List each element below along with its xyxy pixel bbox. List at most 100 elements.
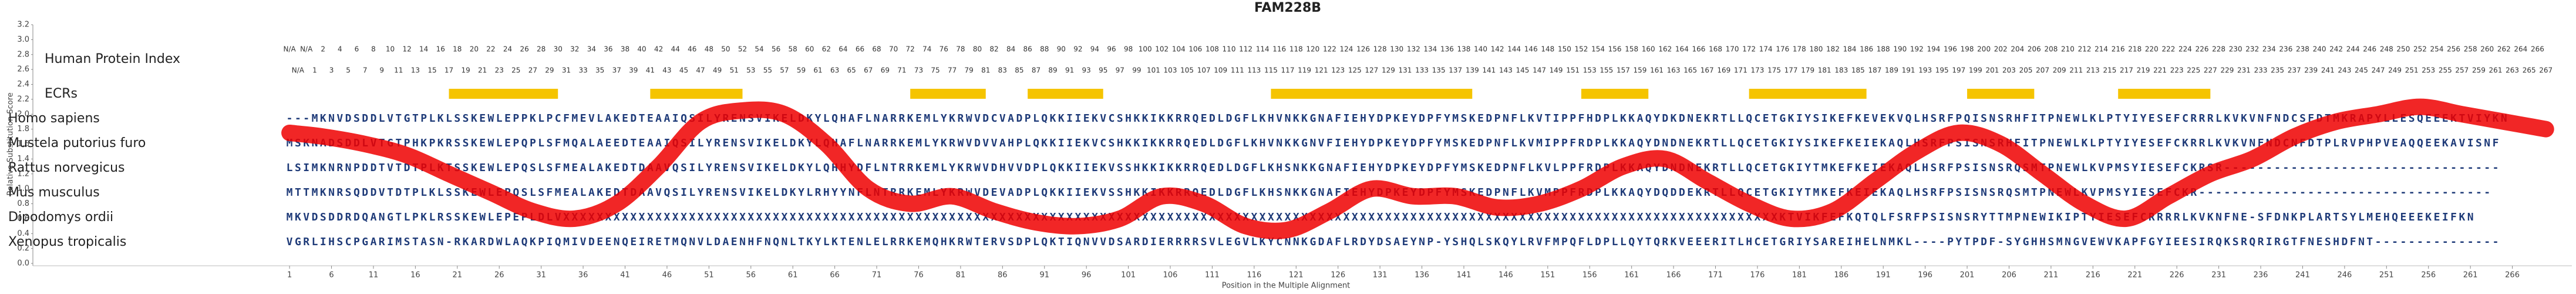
y-tick-label: 1.0 <box>17 185 29 193</box>
index-label: 122 <box>1323 45 1336 54</box>
x-tick-label: 181 <box>1792 271 1807 280</box>
ecr-bar <box>910 89 986 99</box>
y-tick-label: 2.8 <box>17 50 29 59</box>
index-label: 222 <box>2161 45 2175 54</box>
x-tick-label: 86 <box>998 271 1008 280</box>
index-label: 233 <box>2254 66 2268 75</box>
index-label: 160 <box>1642 45 1655 54</box>
y-tick-label: 2.6 <box>17 65 29 74</box>
index-label: 253 <box>2422 66 2435 75</box>
index-label: 138 <box>1457 45 1471 54</box>
index-label: 46 <box>688 45 696 54</box>
index-label: 27 <box>528 66 537 75</box>
sequence: VGRLIHSCPGARIMSTASN-RKARDWLAQKPIQMIVDEEN… <box>287 236 2499 248</box>
index-label: 177 <box>1784 66 1798 75</box>
index-label: 243 <box>2338 66 2351 75</box>
y-tick-label: 1.2 <box>17 169 29 178</box>
index-label: 82 <box>989 45 998 54</box>
index-label: 91 <box>1065 66 1074 75</box>
index-label: 80 <box>973 45 982 54</box>
index-label: 256 <box>2447 45 2460 54</box>
index-label: 13 <box>411 66 420 75</box>
index-label: 245 <box>2355 66 2368 75</box>
index-label: 47 <box>696 66 705 75</box>
index-label: 105 <box>1180 66 1194 75</box>
index-label: 103 <box>1164 66 1177 75</box>
index-label: 15 <box>427 66 436 75</box>
index-label: 76 <box>940 45 948 54</box>
index-label: 58 <box>789 45 797 54</box>
species-label: Rattus norvegicus <box>8 161 125 175</box>
index-label: 231 <box>2237 66 2251 75</box>
index-label: 60 <box>805 45 814 54</box>
index-label: 106 <box>1188 45 1202 54</box>
index-label: 101 <box>1147 66 1160 75</box>
index-label: 158 <box>1625 45 1638 54</box>
index-label: 199 <box>1969 66 1982 75</box>
index-label: 211 <box>2069 66 2083 75</box>
index-label: 127 <box>1365 66 1378 75</box>
index-label: 189 <box>1885 66 1898 75</box>
x-tick-label: 106 <box>1163 271 1178 280</box>
index-label: 94 <box>1090 45 1099 54</box>
index-label: 183 <box>1834 66 1848 75</box>
index-label: 83 <box>998 66 1007 75</box>
x-tick-label: 216 <box>2086 271 2100 280</box>
index-label: 25 <box>511 66 520 75</box>
x-tick-label: 76 <box>914 271 924 280</box>
x-tick-label: 236 <box>2254 271 2268 280</box>
x-tick-label: 71 <box>872 271 882 280</box>
index-label: 163 <box>1667 66 1681 75</box>
index-label: 98 <box>1124 45 1133 54</box>
index-label: 102 <box>1155 45 1169 54</box>
index-label: 128 <box>1373 45 1387 54</box>
index-label: 179 <box>1801 66 1814 75</box>
x-tick-label: 61 <box>788 271 798 280</box>
index-label: 147 <box>1533 66 1546 75</box>
index-label: 206 <box>2028 45 2041 54</box>
index-label: 205 <box>2019 66 2033 75</box>
index-label: 133 <box>1415 66 1429 75</box>
index-label: 77 <box>948 66 957 75</box>
y-tick-label: 0.8 <box>17 199 29 208</box>
index-label: 88 <box>1040 45 1049 54</box>
index-label: 62 <box>822 45 831 54</box>
index-label: 224 <box>2178 45 2192 54</box>
index-label: 136 <box>1440 45 1454 54</box>
index-label: 238 <box>2296 45 2309 54</box>
index-label: 131 <box>1399 66 1412 75</box>
index-label: 104 <box>1172 45 1186 54</box>
index-label: 229 <box>2220 66 2234 75</box>
index-label: 250 <box>2396 45 2410 54</box>
x-tick-label: 261 <box>2463 271 2478 280</box>
x-tick-label: 126 <box>1331 271 1345 280</box>
y-tick-label: 0.6 <box>17 214 29 223</box>
index-label: 215 <box>2103 66 2116 75</box>
index-label: 132 <box>1407 45 1420 54</box>
index-label: 74 <box>922 45 931 54</box>
index-label: 120 <box>1306 45 1319 54</box>
index-label: 188 <box>1877 45 1890 54</box>
index-label: 73 <box>914 66 923 75</box>
index-label: 31 <box>562 66 571 75</box>
index-label: 14 <box>419 45 428 54</box>
x-tick-label: 11 <box>369 271 379 280</box>
index-label: 219 <box>2137 66 2150 75</box>
index-label: 175 <box>1767 66 1781 75</box>
index-label: 129 <box>1382 66 1395 75</box>
index-label: 121 <box>1315 66 1328 75</box>
index-label: 79 <box>965 66 974 75</box>
index-label: 213 <box>2086 66 2100 75</box>
index-label: 258 <box>2464 45 2477 54</box>
index-label: 35 <box>595 66 604 75</box>
y-tick-label: 1.6 <box>17 140 29 149</box>
ecr-bar <box>1271 89 1473 99</box>
index-label: 220 <box>2145 45 2159 54</box>
index-label: 49 <box>713 66 722 75</box>
score-line <box>281 98 2554 239</box>
ecr-bar <box>650 89 743 99</box>
y-axis-label: Relative Substitution Score <box>6 92 15 196</box>
index-label: 92 <box>1073 45 1082 54</box>
index-label: 169 <box>1717 66 1730 75</box>
index-label: 260 <box>2480 45 2494 54</box>
